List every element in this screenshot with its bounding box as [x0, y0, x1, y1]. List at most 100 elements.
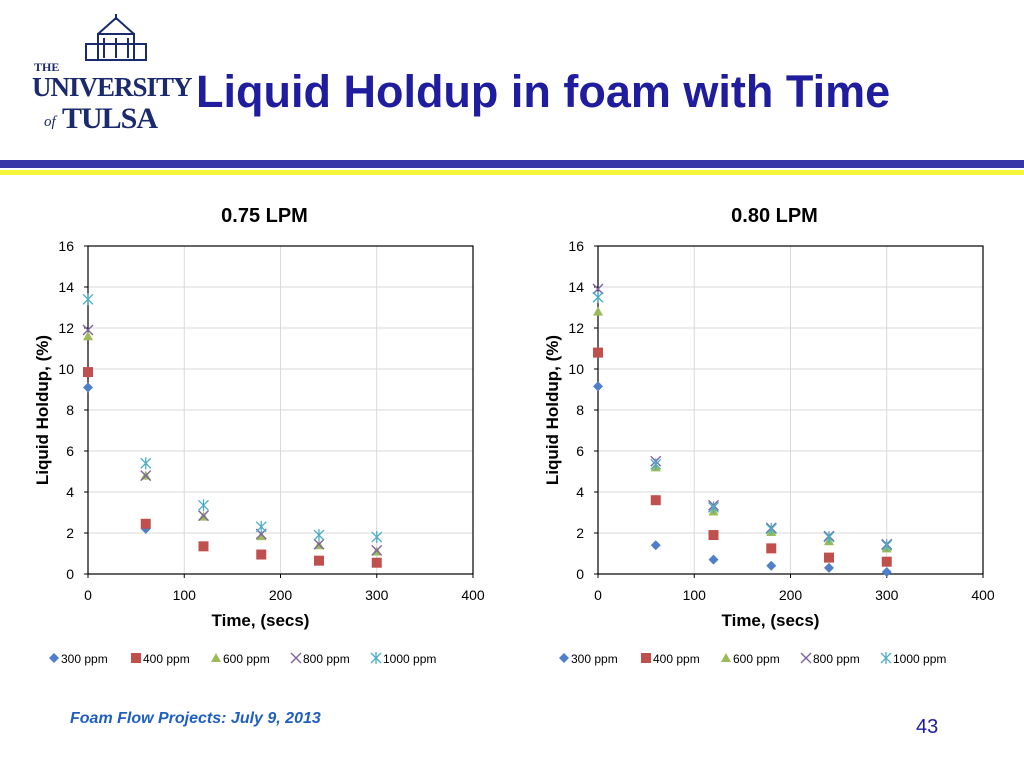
logo-university: UNIVERSITY [32, 72, 193, 102]
data-point [708, 530, 719, 541]
legend-marker [800, 652, 812, 664]
data-point [824, 562, 834, 573]
data-point [593, 306, 603, 316]
data-point [881, 539, 893, 552]
legend-item: 800 ppm [290, 652, 350, 666]
data-point [140, 518, 151, 529]
data-point [83, 331, 93, 341]
logo-of: of [44, 114, 56, 130]
data-point [881, 566, 892, 577]
data-point [881, 556, 892, 567]
legend-label: 600 ppm [223, 652, 270, 666]
data-point [198, 541, 209, 552]
x-tick-label: 0 [84, 587, 92, 603]
data-point [371, 544, 383, 556]
legend-marker [559, 653, 569, 663]
data-point [198, 510, 209, 522]
data-point [766, 560, 777, 571]
data-point [650, 458, 662, 471]
data-point [592, 283, 604, 295]
x-tick-label: 300 [875, 587, 899, 603]
series-1000-ppm [592, 291, 893, 552]
y-tick-label: 0 [66, 566, 74, 582]
legend-label: 400 ppm [143, 652, 190, 666]
data-point [255, 520, 267, 533]
legend-marker [211, 653, 221, 662]
series-600-ppm [593, 306, 892, 553]
data-point [83, 367, 93, 378]
series-400-ppm [593, 347, 892, 567]
series-400-ppm [83, 367, 382, 568]
data-point [593, 347, 603, 358]
legend-item: 600 ppm [211, 652, 270, 666]
x-tick-label: 400 [461, 587, 485, 603]
x-tick-label: 200 [269, 587, 293, 603]
data-point [256, 549, 267, 560]
legend-label: 800 ppm [813, 652, 860, 666]
chart-title: 0.80 LPM [731, 205, 818, 227]
y-tick-label: 8 [66, 402, 74, 418]
page-number: 43 [916, 716, 939, 738]
x-axis-label: Time, (secs) [722, 611, 820, 630]
data-point [824, 552, 834, 563]
legend-marker [370, 652, 382, 664]
data-point [313, 538, 325, 550]
y-tick-label: 10 [568, 361, 584, 377]
y-axis-label: Liquid Holdup, (%) [33, 335, 52, 485]
series-800-ppm [592, 283, 893, 550]
legend-marker [290, 652, 302, 664]
data-point [765, 522, 777, 535]
data-point [708, 554, 719, 565]
x-tick-label: 200 [779, 587, 803, 603]
legend-label: 1000 ppm [893, 652, 946, 666]
data-point [140, 470, 152, 482]
data-point [140, 457, 152, 470]
legend-item: 800 ppm [800, 652, 860, 666]
data-point [314, 555, 324, 566]
legend-marker [721, 653, 731, 662]
logo-building-icon [85, 14, 147, 61]
y-tick-label: 6 [576, 443, 584, 459]
legend-marker [641, 653, 651, 663]
y-tick-label: 4 [66, 484, 74, 500]
chart-075-lpm: 0.75 LPM 0 2 4 6 8 10 12 14 16 0 100 200 300 400 Time, … [33, 205, 485, 666]
y-tick-label: 6 [66, 443, 74, 459]
legend-item: 1000 ppm [880, 652, 946, 666]
logo-tulsa: TULSA [62, 102, 158, 135]
x-tick-label: 300 [365, 587, 389, 603]
legend-item: 400 ppm [131, 652, 190, 666]
legend-label: 600 ppm [733, 652, 780, 666]
page-title: Liquid Holdup in foam with Time [196, 66, 891, 117]
x-tick-label: 100 [173, 587, 197, 603]
legend-item: 300 ppm [559, 652, 618, 666]
y-tick-label: 4 [576, 484, 584, 500]
data-point [708, 501, 719, 514]
x-axis-label: Time, (secs) [212, 611, 310, 630]
y-tick-label: 14 [58, 279, 74, 295]
data-point [313, 529, 325, 542]
y-tick-label: 2 [576, 525, 584, 541]
y-tick-label: 8 [576, 402, 584, 418]
legend-marker [49, 653, 59, 663]
x-tick-label: 0 [594, 587, 602, 603]
y-tick-label: 10 [58, 361, 74, 377]
chart-title: 0.75 LPM [221, 205, 308, 227]
data-point [371, 557, 382, 568]
data-point [83, 382, 93, 393]
university-logo: THE UNIVERSITY of TULSA [28, 14, 193, 136]
header-band-blue [0, 160, 1024, 168]
series-300-ppm [593, 381, 892, 577]
legend-label: 1000 ppm [383, 652, 436, 666]
series-600-ppm [83, 331, 382, 556]
logo-the: THE [34, 60, 60, 74]
series-800-ppm [82, 324, 383, 556]
legend-label: 800 ppm [303, 652, 350, 666]
y-tick-label: 12 [568, 320, 584, 336]
x-tick-label: 400 [971, 587, 995, 603]
y-axis-label: Liquid Holdup, (%) [543, 335, 562, 485]
y-tick-label: 12 [58, 320, 74, 336]
data-point [82, 293, 94, 306]
series-1000-ppm [82, 293, 383, 544]
data-point [766, 543, 777, 554]
chart-080-lpm: 0.80 LPM 0 2 4 6 8 10 12 14 16 0 100 200 300 400 Time, … [543, 205, 995, 666]
